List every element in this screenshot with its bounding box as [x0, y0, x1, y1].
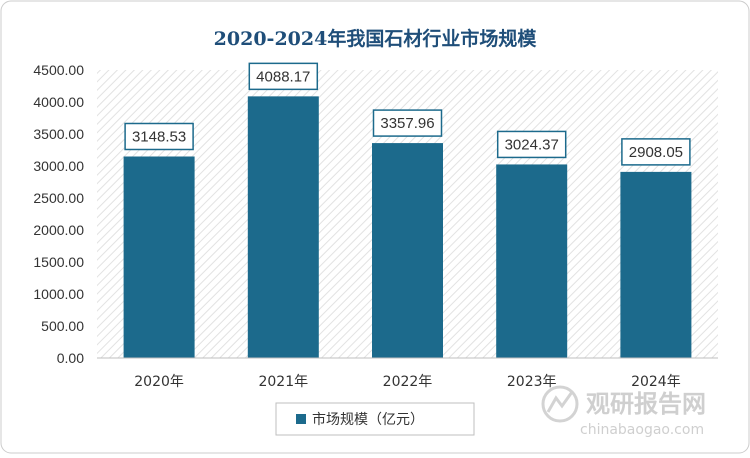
y-tick-label: 2500.00 [33, 190, 84, 206]
x-tick-label: 2020年 [134, 374, 184, 390]
x-axis: 2020年 2021年 2022年 2023年 2024年 [134, 374, 680, 390]
bar [496, 164, 568, 358]
x-tick-label: 2022年 [383, 374, 433, 390]
legend: 市场规模（亿元） [275, 402, 475, 436]
data-label: 3357.96 [380, 115, 434, 132]
data-label: 2908.05 [629, 144, 683, 161]
legend-label: 市场规模（亿元） [312, 411, 424, 428]
y-tick-label: 4000.00 [33, 94, 84, 110]
data-labels: 3148.53 4088.17 3357.96 3024.37 2908.05 [124, 62, 691, 166]
y-tick-label: 3500.00 [33, 126, 84, 142]
data-label: 3148.53 [132, 128, 186, 145]
data-label: 4088.17 [256, 68, 310, 85]
y-axis: 0.00 500.00 1000.00 1500.00 2000.00 2500.00 30… [33, 62, 84, 366]
watermark-brand: 观研报告网 [586, 390, 706, 418]
bar-series [123, 96, 692, 358]
watermark-url: chinabaogao.com [580, 422, 704, 438]
watermark: 观研报告网 chinabaogao.com [541, 385, 706, 438]
y-tick-label: 1500.00 [33, 254, 84, 270]
data-label-box [621, 138, 691, 166]
x-tick-label: 2021年 [258, 374, 308, 390]
y-tick-label: 0.00 [57, 350, 84, 366]
data-label-box [248, 62, 319, 91]
y-tick-label: 1000.00 [33, 286, 84, 302]
y-tick-label: 2000.00 [33, 222, 84, 238]
x-tick-label: 2023年 [507, 374, 557, 390]
bar [372, 143, 443, 358]
watermark-logo-icon [541, 385, 579, 423]
y-tick-label: 3000.00 [33, 158, 84, 174]
data-label-box [496, 130, 567, 159]
bar [247, 96, 319, 358]
legend-swatch [296, 414, 306, 424]
bar [123, 156, 195, 358]
bar [620, 171, 692, 358]
y-tick-label: 500.00 [41, 318, 84, 334]
data-label-box [124, 122, 194, 151]
data-label: 3024.37 [505, 136, 559, 153]
data-label-box [372, 109, 443, 137]
y-tick-label: 4500.00 [33, 62, 84, 78]
chart-title: 2020-2024年我国石材行业市场规模 [214, 27, 538, 50]
legend-box [275, 402, 475, 436]
x-tick-label: 2024年 [631, 374, 681, 390]
